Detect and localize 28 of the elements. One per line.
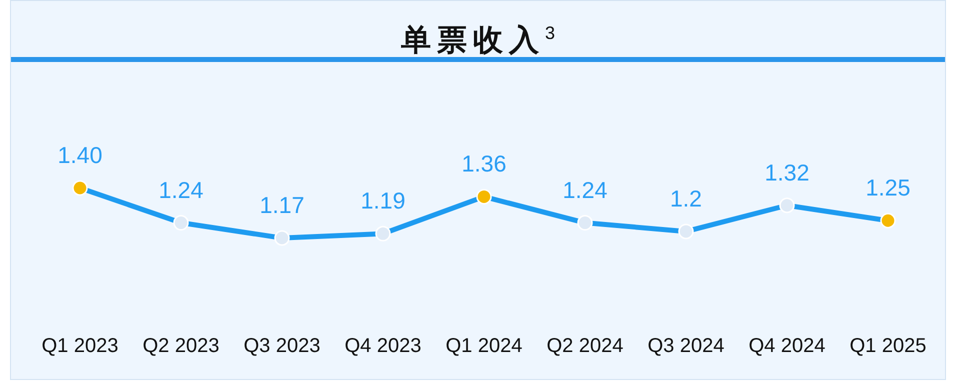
point: [274, 230, 290, 246]
data-label: 1.19: [360, 188, 406, 214]
data-label: 1.24: [158, 176, 204, 203]
x-tick-label: Q4 2024: [748, 335, 826, 357]
x-tick-label: Q3 2023: [244, 335, 320, 357]
x-tick-label: Q2 2023: [142, 335, 220, 357]
data-label: 1.2: [670, 185, 702, 212]
point: [173, 215, 189, 231]
point: [678, 224, 694, 240]
point: [577, 215, 593, 231]
x-tick-label: Q4 2023: [344, 335, 422, 357]
chart-title: 单票收入$^{3}$: [11, 9, 945, 62]
data-label: 1.36: [462, 150, 506, 177]
data-label: 1.17: [260, 192, 304, 218]
data-label: 1.25: [866, 174, 910, 201]
point: [779, 198, 795, 214]
x-tick-label: Q3 2024: [648, 335, 724, 357]
data-label: 1.24: [562, 176, 608, 203]
point: [476, 188, 492, 204]
point: [375, 226, 391, 242]
x-tick-label: Q1 2023: [42, 335, 118, 357]
x-tick-label: Q1 2024: [446, 335, 522, 357]
point: [72, 180, 88, 196]
x-tick-label: Q2 2024: [546, 335, 624, 357]
point: [880, 212, 896, 228]
data-label: 1.40: [58, 142, 102, 168]
x-tick-label: Q1 2025: [850, 335, 926, 357]
data-label: 1.32: [764, 159, 810, 186]
